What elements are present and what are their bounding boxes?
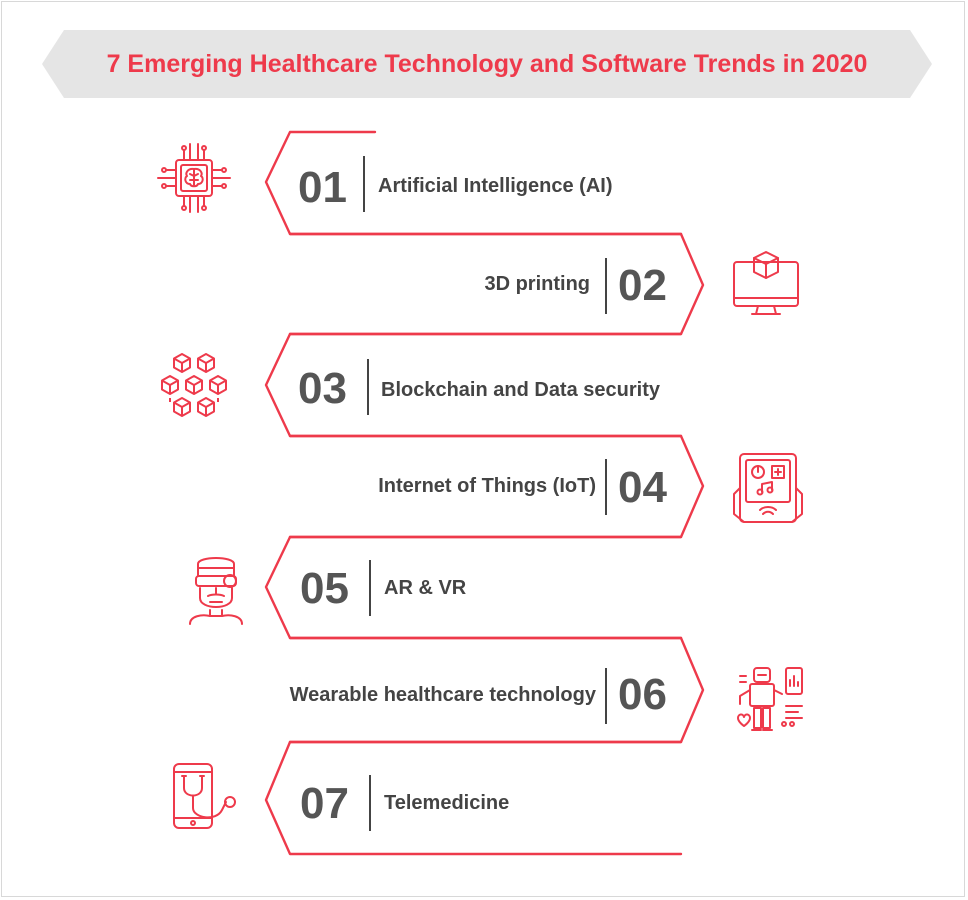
item-divider-04 [605, 459, 607, 515]
banner-shape [42, 30, 932, 98]
item-divider-06 [605, 668, 607, 724]
ai-chip-brain-icon [154, 138, 234, 218]
item-divider-01 [363, 156, 365, 212]
wearable-tech-icon [730, 660, 810, 740]
blockchain-icon [154, 346, 234, 426]
item-label-05: AR & VR [384, 577, 467, 599]
item-divider-07 [369, 775, 371, 831]
item-divider-03 [367, 359, 369, 415]
page-title: 7 Emerging Healthcare Technology and Sof… [106, 50, 868, 78]
item-number-07: 07 [300, 779, 349, 828]
item-number-01: 01 [298, 163, 347, 212]
item-number-06: 06 [618, 670, 667, 719]
item-divider-02 [605, 258, 607, 314]
item-number-04: 04 [618, 463, 667, 512]
item-number-05: 05 [300, 564, 349, 613]
item-number-02: 02 [618, 261, 667, 310]
item-label-01: Artificial Intelligence (AI) [378, 175, 613, 197]
iot-tablet-icon [728, 448, 808, 528]
ar-vr-person-icon [176, 548, 256, 628]
item-number-03: 03 [298, 364, 347, 413]
item-label-07: Telemedicine [384, 792, 510, 814]
item-label-04: Internet of Things (IoT) [378, 475, 596, 497]
title-banner: 7 Emerging Healthcare Technology and Sof… [42, 30, 932, 98]
3d-printing-monitor-icon [726, 246, 806, 326]
arrow-frame-07 [264, 740, 683, 856]
item-label-03: Blockchain and Data security [381, 379, 660, 401]
item-label-06: Wearable healthcare technology [289, 684, 596, 706]
item-label-02: 3D printing [484, 273, 590, 295]
telemedicine-phone-stethoscope-icon [164, 760, 244, 840]
item-divider-05 [369, 560, 371, 616]
